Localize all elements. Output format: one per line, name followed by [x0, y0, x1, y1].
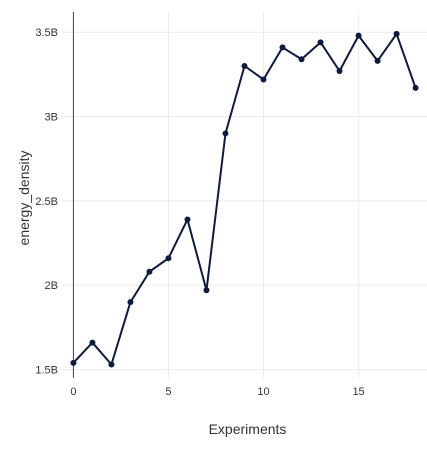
data-point — [317, 39, 324, 46]
y-axis-title: energy_density — [16, 151, 32, 246]
x-axis-title: Experiments — [209, 421, 287, 437]
x-tick-label: 15 — [352, 386, 364, 398]
y-tick-label: 2.5B — [35, 196, 58, 208]
y-tick-label: 3B — [45, 112, 58, 124]
y-tick-label: 2B — [45, 280, 58, 292]
data-point — [70, 359, 77, 366]
data-point — [108, 361, 115, 368]
data-point — [355, 32, 362, 39]
y-tick-label: 1.5B — [35, 365, 58, 377]
data-point — [279, 44, 286, 51]
data-point — [89, 339, 96, 346]
data-point — [203, 287, 210, 294]
data-point — [412, 84, 419, 91]
data-point — [298, 56, 305, 63]
data-point — [146, 268, 153, 275]
tick-labels: 1.5B 2B 2.5B 3B 3.5B 0 5 10 15 — [35, 27, 364, 398]
data-point — [222, 130, 229, 137]
x-tick-label: 10 — [257, 386, 269, 398]
data-point — [374, 57, 381, 64]
series-layer — [70, 30, 419, 368]
x-tick-label: 0 — [70, 386, 76, 398]
data-point — [165, 255, 172, 262]
data-point — [336, 68, 343, 75]
data-point — [260, 76, 267, 83]
data-point — [241, 62, 248, 69]
data-point — [127, 299, 134, 306]
x-tick-label: 5 — [165, 386, 171, 398]
data-point — [393, 30, 400, 37]
y-tick-label: 3.5B — [35, 27, 58, 39]
series-line — [72, 32, 417, 366]
data-point — [184, 216, 191, 223]
